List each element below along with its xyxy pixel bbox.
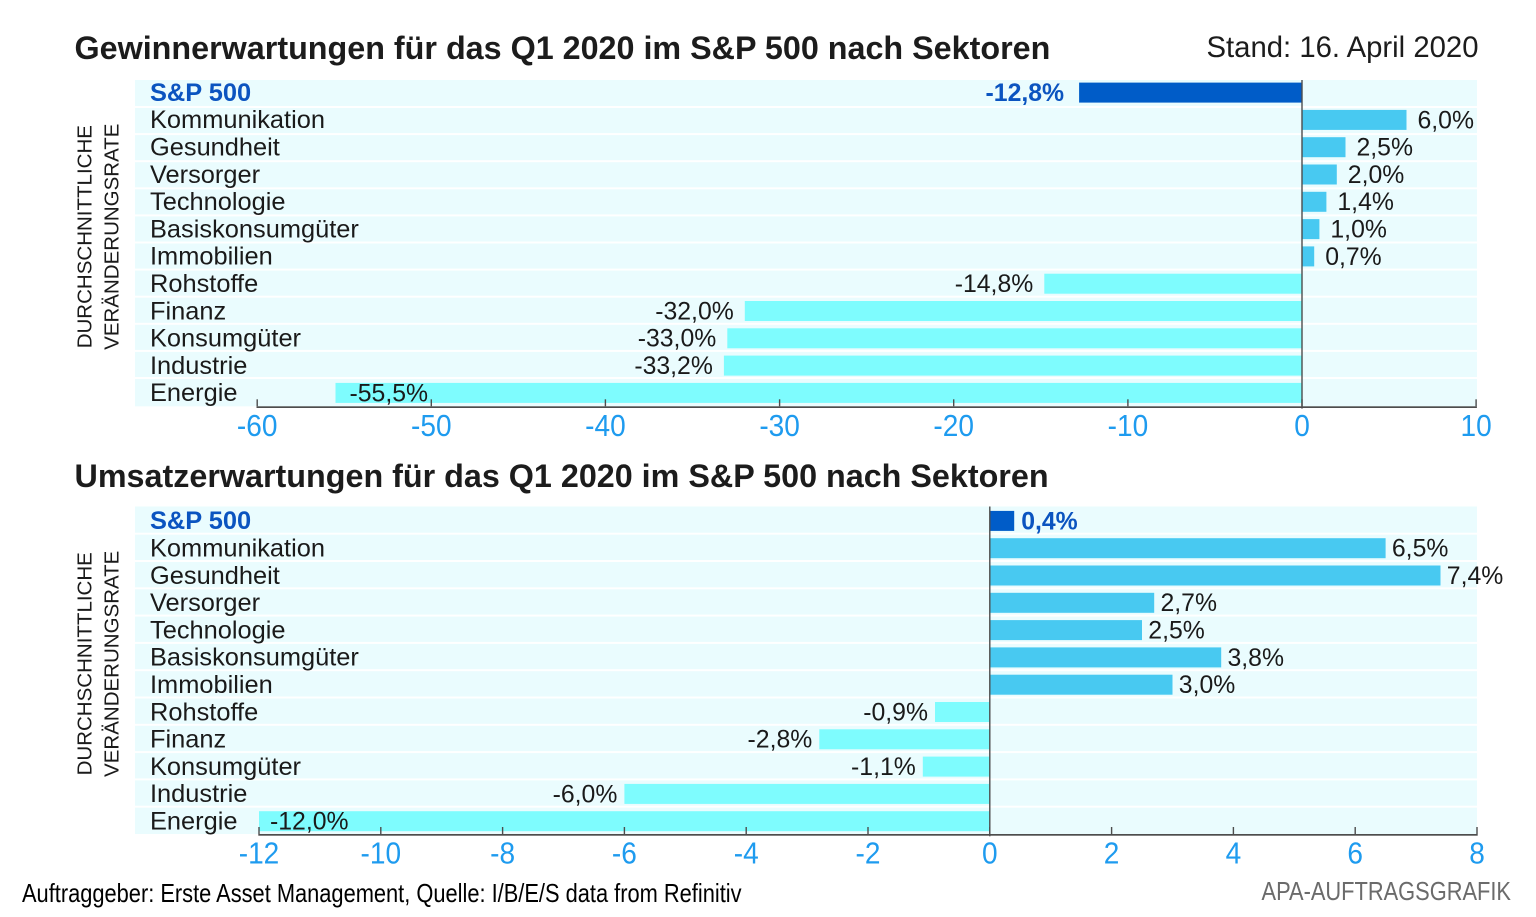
svg-text:-32,0%: -32,0% (655, 298, 734, 325)
svg-text:-30: -30 (759, 409, 800, 443)
svg-text:-6,0%: -6,0% (553, 781, 618, 808)
svg-text:8: 8 (1469, 836, 1485, 870)
svg-text:Basiskonsumgüter: Basiskonsumgüter (150, 644, 359, 672)
svg-text:Finanz: Finanz (150, 726, 226, 754)
svg-text:DURCHSCHNITTLICHE: DURCHSCHNITTLICHE (73, 125, 96, 348)
svg-text:Umsatzerwartungen für das Q1 2: Umsatzerwartungen für das Q1 2020 im S&P… (75, 458, 1049, 494)
svg-text:-6: -6 (612, 836, 637, 870)
svg-text:-33,0%: -33,0% (638, 326, 717, 353)
svg-text:Finanz: Finanz (150, 297, 226, 325)
svg-text:Versorger: Versorger (150, 589, 261, 617)
svg-text:Rohstoffe: Rohstoffe (150, 698, 258, 726)
svg-text:4: 4 (1226, 836, 1242, 870)
svg-text:1,0%: 1,0% (1330, 217, 1387, 244)
svg-text:VERÄNDERUNGSRATE: VERÄNDERUNGSRATE (101, 124, 124, 350)
svg-text:-2: -2 (856, 836, 881, 870)
svg-text:Stand: 16. April 2020: Stand: 16. April 2020 (1206, 31, 1478, 64)
svg-text:-8: -8 (490, 836, 515, 870)
svg-text:Rohstoffe: Rohstoffe (150, 270, 258, 298)
svg-text:Immobilien: Immobilien (150, 671, 273, 699)
svg-text:-0,9%: -0,9% (863, 699, 928, 726)
svg-text:2,5%: 2,5% (1148, 618, 1205, 645)
svg-text:S&P 500: S&P 500 (150, 507, 251, 535)
svg-text:Gewinnerwartungen für das Q1 2: Gewinnerwartungen für das Q1 2020 im S&P… (75, 30, 1051, 66)
svg-text:-10: -10 (361, 836, 402, 870)
svg-text:3,0%: 3,0% (1179, 672, 1236, 699)
svg-text:-40: -40 (585, 409, 626, 443)
svg-text:-55,5%: -55,5% (350, 380, 429, 407)
svg-text:Energie: Energie (150, 808, 238, 836)
svg-text:2,7%: 2,7% (1161, 590, 1218, 617)
svg-text:VERÄNDERUNGSRATE: VERÄNDERUNGSRATE (101, 551, 124, 777)
svg-text:-12,8%: -12,8% (986, 80, 1065, 107)
svg-text:0: 0 (1294, 409, 1310, 443)
svg-text:6,0%: 6,0% (1418, 107, 1475, 134)
svg-text:DURCHSCHNITTLICHE: DURCHSCHNITTLICHE (73, 552, 96, 775)
svg-text:-33,2%: -33,2% (634, 353, 713, 380)
svg-text:Konsumgüter: Konsumgüter (150, 753, 302, 781)
svg-text:-10: -10 (1108, 409, 1149, 443)
svg-text:-2,8%: -2,8% (748, 727, 813, 754)
svg-text:Konsumgüter: Konsumgüter (150, 325, 302, 353)
svg-text:APA-AUFTRAGSGRAFIK: APA-AUFTRAGSGRAFIK (1262, 877, 1511, 906)
svg-text:6: 6 (1347, 836, 1363, 870)
svg-text:-4: -4 (734, 836, 759, 870)
svg-text:Immobilien: Immobilien (150, 243, 273, 271)
svg-text:Kommunikation: Kommunikation (150, 535, 325, 563)
svg-text:0,7%: 0,7% (1325, 244, 1382, 271)
svg-text:-50: -50 (411, 409, 452, 443)
svg-text:Basiskonsumgüter: Basiskonsumgüter (150, 215, 359, 243)
svg-text:0: 0 (982, 836, 998, 870)
svg-text:-60: -60 (237, 409, 278, 443)
svg-text:-20: -20 (933, 409, 974, 443)
svg-text:Technologie: Technologie (150, 616, 286, 644)
svg-text:Industrie: Industrie (150, 352, 247, 380)
svg-text:Energie: Energie (150, 379, 238, 407)
svg-text:7,4%: 7,4% (1447, 563, 1504, 590)
svg-text:2,0%: 2,0% (1348, 162, 1405, 189)
svg-text:-12,0%: -12,0% (270, 809, 349, 836)
svg-text:-1,1%: -1,1% (851, 754, 916, 781)
svg-text:1,4%: 1,4% (1337, 189, 1394, 216)
svg-text:Versorger: Versorger (150, 161, 261, 189)
svg-text:0,4%: 0,4% (1021, 508, 1078, 535)
svg-text:6,5%: 6,5% (1392, 536, 1449, 563)
svg-text:Gesundheit: Gesundheit (150, 134, 280, 162)
svg-text:2,5%: 2,5% (1357, 135, 1414, 162)
svg-text:Kommunikation: Kommunikation (150, 106, 325, 134)
svg-text:Technologie: Technologie (150, 188, 286, 216)
svg-text:Auftraggeber: Erste Asset Mana: Auftraggeber: Erste Asset Management, Qu… (22, 879, 742, 908)
svg-text:Gesundheit: Gesundheit (150, 562, 280, 590)
svg-text:2: 2 (1104, 836, 1120, 870)
svg-text:-12: -12 (239, 836, 280, 870)
svg-text:3,8%: 3,8% (1228, 645, 1285, 672)
svg-text:-14,8%: -14,8% (955, 271, 1034, 298)
svg-text:Industrie: Industrie (150, 780, 247, 808)
svg-text:10: 10 (1460, 409, 1491, 443)
svg-text:S&P 500: S&P 500 (150, 79, 251, 107)
